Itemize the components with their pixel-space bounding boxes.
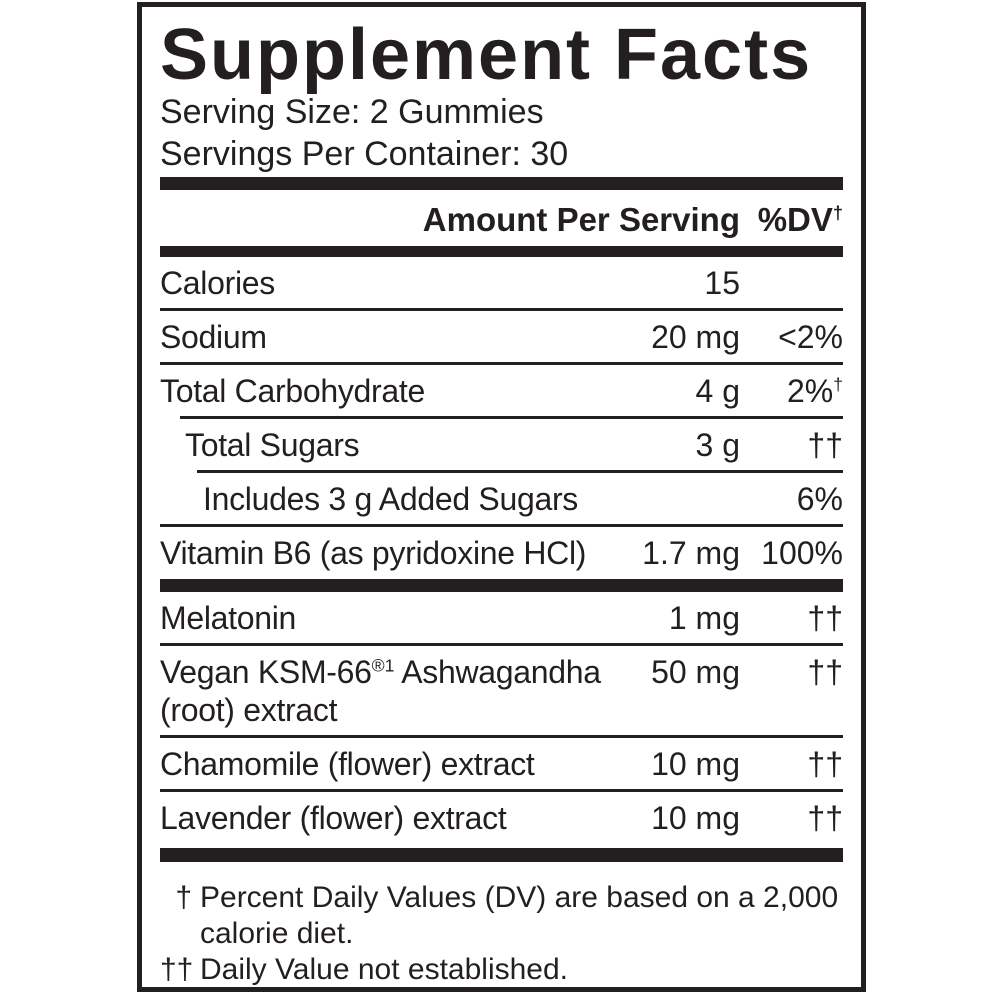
- bottom-section-bar: [160, 848, 843, 862]
- servings-per-container: Servings Per Container: 30: [160, 135, 569, 173]
- nutrient-amount: 1 mg: [668, 600, 740, 636]
- nutrient-amount: 4 g: [695, 373, 740, 409]
- nutrient-amount: 10 mg: [651, 746, 740, 782]
- nutrient-dv: ††: [807, 654, 843, 690]
- row-divider-indented: [180, 416, 843, 419]
- nutrient-dv: ††: [807, 746, 843, 782]
- dagger-symbol: †: [832, 203, 843, 223]
- nutrient-amount: 50 mg: [651, 654, 740, 690]
- mid-section-bar: [160, 579, 843, 592]
- percent-dv-header: %DV†: [757, 201, 843, 238]
- nutrient-name: Calories: [160, 265, 275, 301]
- nutrient-dv: <2%: [778, 319, 843, 355]
- nutrient-amount: 10 mg: [651, 800, 740, 836]
- column-header: Amount Per Serving %DV†: [160, 190, 843, 246]
- nutrient-name: Vegan KSM-66®1 Ashwagandha (root) extrac…: [160, 654, 601, 728]
- footnotes: † Percent Daily Values (DV) are based on…: [160, 880, 843, 987]
- nutrient-amount: 3 g: [695, 427, 740, 463]
- serving-size: Serving Size: 2 Gummies: [160, 93, 544, 131]
- row-divider-indented: [197, 470, 843, 473]
- nutrient-dv: 6%: [796, 481, 843, 517]
- nutrient-name: Sodium: [160, 319, 267, 355]
- nutrient-amount: 20 mg: [651, 319, 740, 355]
- nutrient-amount: 15: [704, 265, 740, 301]
- amount-per-serving-header: Amount Per Serving: [422, 201, 740, 238]
- nutrient-name: Total Sugars: [185, 427, 360, 463]
- nutrient-amount: 1.7 mg: [642, 535, 740, 571]
- nutrient-name: Includes 3 g Added Sugars: [203, 481, 579, 517]
- dagger-symbol: †: [833, 374, 843, 395]
- row-melatonin: Melatonin 1 mg ††: [160, 592, 843, 643]
- nutrient-dv: 100%: [761, 535, 843, 571]
- row-lavender: Lavender (flower) extract 10 mg ††: [160, 792, 843, 843]
- nutrient-name: Total Carbohydrate: [160, 373, 425, 409]
- nutrient-name: Chamomile (flower) extract: [160, 746, 535, 782]
- supplement-facts-label: Supplement Facts Serving Size: 2 Gummies…: [137, 2, 866, 992]
- top-section-bar: [160, 177, 843, 190]
- nutrient-name: Lavender (flower) extract: [160, 800, 507, 836]
- nutrient-dv: ††: [807, 600, 843, 636]
- header-divider-bar: [160, 246, 843, 257]
- row-divider: [160, 789, 843, 792]
- row-ashwagandha: Vegan KSM-66®1 Ashwagandha (root) extrac…: [160, 646, 843, 735]
- row-vitamin-b6: Vitamin B6 (as pyridoxine HCl) 1.7 mg 10…: [160, 527, 843, 578]
- row-total-sugars: Total Sugars 3 g ††: [160, 419, 843, 470]
- dagger-symbol: †: [175, 881, 192, 914]
- footnote-dv-not-established: †† Daily Value not established.: [160, 952, 843, 987]
- footnote-percent-dv: † Percent Daily Values (DV) are based on…: [160, 880, 843, 952]
- row-divider: [160, 362, 843, 365]
- row-divider: [160, 308, 843, 311]
- nutrient-dv: 2%†: [786, 373, 843, 409]
- row-added-sugars: Includes 3 g Added Sugars 6%: [160, 473, 843, 524]
- row-total-carbohydrate: Total Carbohydrate 4 g 2%†: [160, 365, 843, 416]
- footnote-text: Daily Value not established.: [200, 953, 568, 986]
- row-divider: [160, 524, 843, 527]
- row-chamomile: Chamomile (flower) extract 10 mg ††: [160, 738, 843, 789]
- label-title: Supplement Facts: [160, 15, 813, 95]
- nutrient-dv: ††: [807, 427, 843, 463]
- footnote-text: Percent Daily Values (DV) are based on a…: [200, 881, 839, 950]
- row-calories: Calories 15: [160, 257, 843, 308]
- row-divider: [160, 643, 843, 646]
- row-sodium: Sodium 20 mg <2%: [160, 311, 843, 362]
- double-dagger-symbol: ††: [160, 953, 194, 986]
- row-divider: [160, 735, 843, 738]
- nutrient-dv: ††: [807, 800, 843, 836]
- nutrient-name: Melatonin: [160, 600, 297, 636]
- nutrient-name: Vitamin B6 (as pyridoxine HCl): [160, 535, 587, 571]
- registered-trademark-symbol: ®1: [371, 655, 395, 676]
